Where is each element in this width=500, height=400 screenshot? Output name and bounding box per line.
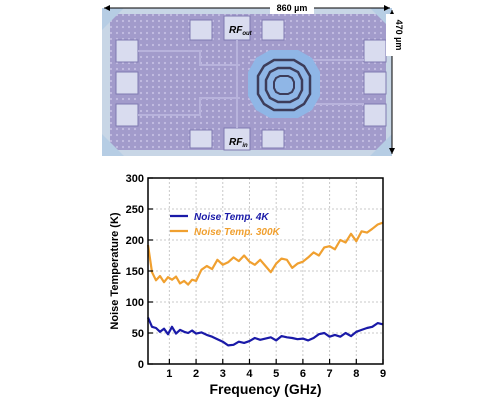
y-axis-title: Noise Temperature (K) xyxy=(109,212,121,329)
x-tick-label: 1 xyxy=(166,368,172,380)
x-tick-label: 2 xyxy=(193,368,199,380)
corner-mark xyxy=(370,134,392,156)
legend-label: Noise Temp. 4K xyxy=(194,212,269,223)
rf-out-label: RFout xyxy=(229,25,253,37)
bond-pad xyxy=(189,129,213,149)
inductor-coil xyxy=(264,66,304,104)
ticks: 1 2 3 4 5 6 7 8 9 0 50 100 150 200 250 300 xyxy=(126,173,386,380)
y-tick-label: 100 xyxy=(126,297,144,309)
grid xyxy=(148,177,384,365)
height-label: 470 µm xyxy=(394,20,404,51)
arrow-head-icon xyxy=(104,5,110,11)
x-tick-label: 7 xyxy=(327,368,333,380)
y-tick-label: 50 xyxy=(132,328,144,340)
series-line xyxy=(146,317,384,347)
y-tick-label: 250 xyxy=(126,204,144,216)
series-layer xyxy=(146,221,384,347)
corner-mark xyxy=(102,8,124,30)
x-tick-label: 5 xyxy=(273,368,279,380)
width-label: 860 µm xyxy=(277,3,308,13)
y-tick-label: 200 xyxy=(126,235,144,247)
x-tick-label: 3 xyxy=(220,368,226,380)
arrow-head-icon xyxy=(389,148,395,154)
legend-label: Noise Temp. 300K xyxy=(194,227,281,238)
corner-mark xyxy=(102,134,124,156)
bond-pad xyxy=(363,103,387,127)
inductor-coil xyxy=(256,58,312,112)
y-tick-label: 150 xyxy=(126,266,144,278)
legend: Noise Temp. 4K Noise Temp. 300K xyxy=(170,212,281,238)
bond-pad xyxy=(189,19,213,41)
bond-pad xyxy=(261,19,285,41)
bond-pad xyxy=(115,71,139,95)
rf-in-label: RFin xyxy=(229,137,248,149)
width-label-bg xyxy=(270,2,314,14)
x-axis-title: Frequency (GHz) xyxy=(209,381,321,397)
signal-traces xyxy=(138,40,364,128)
series-line xyxy=(146,221,384,286)
rf-out-pad xyxy=(223,15,251,41)
y-tick-label: 0 xyxy=(138,359,144,371)
y-tick-label: 300 xyxy=(126,173,144,185)
arrow-head-icon xyxy=(384,5,390,11)
height-label-bg xyxy=(386,14,399,56)
bond-pad xyxy=(363,71,387,95)
x-tick-label: 6 xyxy=(300,368,306,380)
inductor-coil xyxy=(273,75,295,95)
x-tick-label: 8 xyxy=(353,368,359,380)
x-tick-label: 4 xyxy=(246,368,253,380)
x-tick-label: 9 xyxy=(380,368,386,380)
bond-pad xyxy=(261,129,285,149)
